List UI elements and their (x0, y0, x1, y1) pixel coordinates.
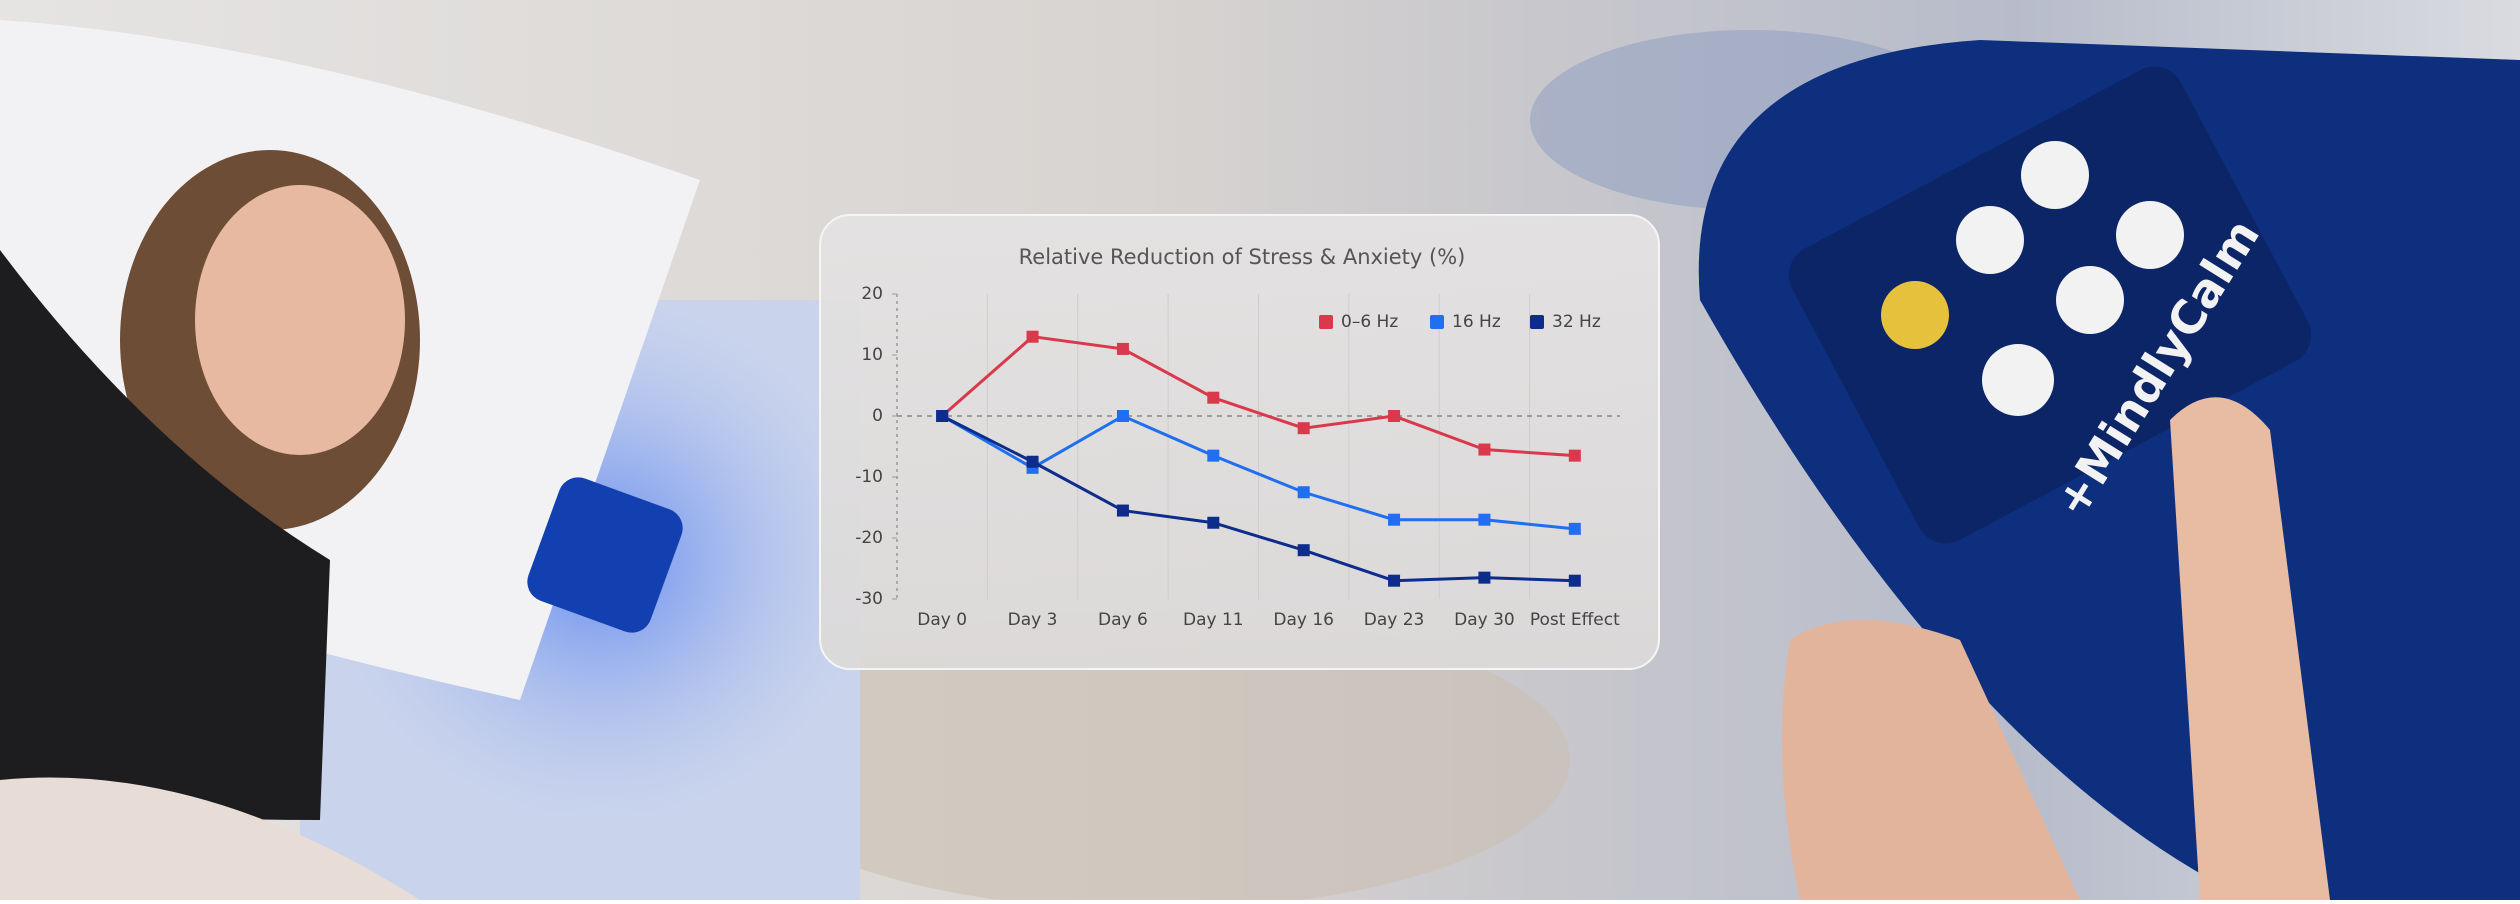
button (2021, 141, 2089, 209)
button (2116, 201, 2184, 269)
button (1982, 344, 2054, 416)
marker (1116, 342, 1129, 355)
marker (1207, 449, 1220, 462)
x-tick-label: Day 0 (917, 610, 967, 630)
y-tick-label: -30 (855, 589, 883, 609)
chart-card (819, 214, 1660, 670)
legend-label: 16 Hz (1452, 312, 1501, 332)
marker (1026, 455, 1039, 468)
x-tick-label: Day 11 (1183, 610, 1244, 630)
marker (1568, 574, 1581, 587)
marker (1388, 410, 1401, 422)
x-tick-label: Day 16 (1273, 610, 1334, 630)
series-line (941, 335, 1575, 458)
marker (1207, 391, 1220, 404)
marker (1207, 516, 1220, 529)
marker (1297, 486, 1310, 499)
marker (1568, 449, 1581, 462)
marker (1478, 571, 1491, 584)
y-tick-label: -10 (855, 467, 883, 487)
marker (1568, 522, 1581, 535)
small-device (527, 477, 683, 633)
chart-title: Relative Reduction of Stress & Anxiety (… (1019, 245, 1466, 269)
x-tick-label: Day 23 (1364, 610, 1425, 630)
legend-swatch (1530, 315, 1544, 329)
y-tick-label: 20 (861, 284, 883, 304)
marker (1116, 504, 1129, 517)
marker (1388, 513, 1401, 526)
device-panel (1788, 66, 2312, 544)
marker (1297, 422, 1310, 435)
finger (2170, 397, 2330, 900)
blanket (0, 777, 420, 900)
y-tick-label: 10 (861, 345, 883, 365)
table-blur (730, 610, 1570, 904)
legend-label: 0–6 Hz (1341, 312, 1398, 332)
marker (1388, 574, 1401, 587)
chart: Relative Reduction of Stress & Anxiety (… (855, 245, 1620, 630)
marker (1026, 330, 1039, 343)
series-line (941, 414, 1575, 583)
legend-label: 32 Hz (1552, 312, 1601, 332)
y-tick-label: 0 (872, 406, 883, 426)
marker (1478, 443, 1491, 456)
button (1881, 281, 1949, 349)
x-tick-label: Day 6 (1098, 610, 1148, 630)
marker (936, 410, 949, 422)
legend-swatch (1430, 315, 1444, 329)
button (1956, 206, 2024, 274)
hand (1782, 620, 2080, 900)
series-line (941, 414, 1575, 531)
marker (1478, 513, 1491, 526)
x-tick-label: Post Effect (1530, 610, 1620, 630)
y-tick-label: -20 (855, 528, 883, 548)
face (195, 185, 405, 455)
marker (1116, 410, 1129, 422)
legend-swatch (1319, 315, 1333, 329)
x-tick-label: Day 30 (1454, 610, 1515, 630)
button (2056, 266, 2124, 334)
x-tick-label: Day 3 (1008, 610, 1058, 630)
sweater (0, 250, 330, 820)
marker (1297, 544, 1310, 557)
